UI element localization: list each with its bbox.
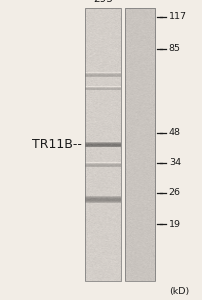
- Text: 117: 117: [168, 12, 186, 21]
- Bar: [85, 8, 120, 281]
- Bar: [124, 8, 155, 281]
- Text: TR11B--: TR11B--: [32, 138, 82, 152]
- Text: (kD): (kD): [168, 287, 188, 296]
- Text: 293: 293: [93, 0, 112, 4]
- Text: 26: 26: [168, 188, 180, 197]
- Text: 19: 19: [168, 220, 180, 229]
- Text: 48: 48: [168, 128, 180, 137]
- Text: 34: 34: [168, 158, 180, 167]
- Text: 85: 85: [168, 44, 180, 53]
